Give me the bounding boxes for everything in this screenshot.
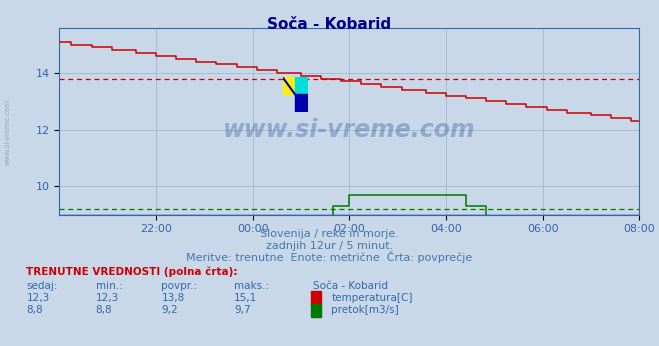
Text: Soča - Kobarid: Soča - Kobarid: [313, 281, 388, 291]
Text: sedaj:: sedaj:: [26, 281, 58, 291]
Text: www.si-vreme.com: www.si-vreme.com: [5, 98, 11, 165]
Text: Soča - Kobarid: Soča - Kobarid: [268, 17, 391, 32]
Text: 13,8: 13,8: [161, 293, 185, 303]
Text: TRENUTNE VREDNOSTI (polna črta):: TRENUTNE VREDNOSTI (polna črta):: [26, 266, 238, 277]
Text: 12,3: 12,3: [96, 293, 119, 303]
Text: 8,8: 8,8: [96, 305, 112, 315]
Text: 15,1: 15,1: [234, 293, 257, 303]
Text: www.si-vreme.com: www.si-vreme.com: [223, 118, 476, 143]
Bar: [295, 77, 308, 94]
Text: povpr.:: povpr.:: [161, 281, 198, 291]
Text: temperatura[C]: temperatura[C]: [331, 293, 413, 303]
Text: maks.:: maks.:: [234, 281, 269, 291]
Text: pretok[m3/s]: pretok[m3/s]: [331, 305, 399, 315]
Text: 12,3: 12,3: [26, 293, 49, 303]
Text: 9,7: 9,7: [234, 305, 250, 315]
Text: Meritve: trenutne  Enote: metrične  Črta: povprečje: Meritve: trenutne Enote: metrične Črta: …: [186, 251, 473, 263]
Text: Slovenija / reke in morje.: Slovenija / reke in morje.: [260, 229, 399, 239]
Text: 8,8: 8,8: [26, 305, 43, 315]
Bar: [283, 77, 295, 94]
Bar: [295, 94, 308, 112]
Text: min.:: min.:: [96, 281, 123, 291]
Text: zadnjih 12ur / 5 minut.: zadnjih 12ur / 5 minut.: [266, 241, 393, 251]
Text: 9,2: 9,2: [161, 305, 178, 315]
